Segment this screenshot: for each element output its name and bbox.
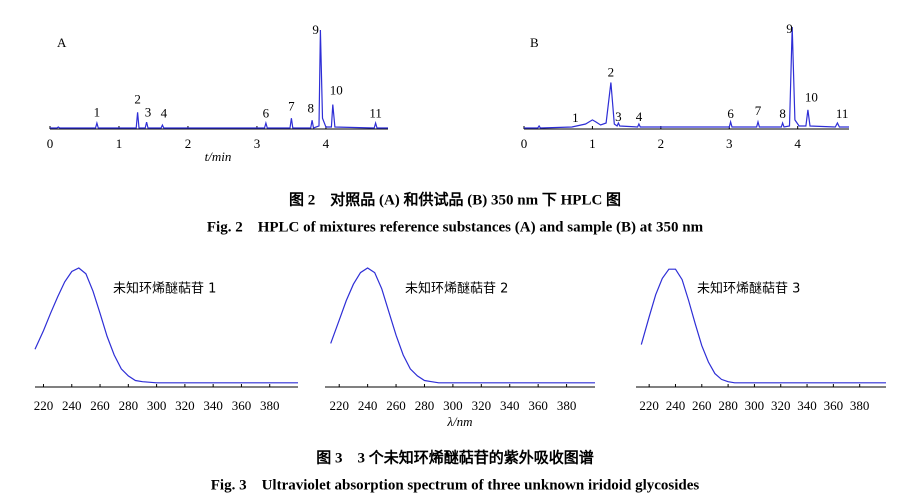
x-tick-label: 2: [658, 136, 665, 151]
x-tick-label: 300: [745, 398, 765, 413]
x-tick-label: 240: [62, 398, 82, 413]
peak-label: 1: [94, 104, 101, 119]
x-tick-label: 240: [666, 398, 686, 413]
x-tick-label: 240: [358, 398, 378, 413]
peak-label: 1: [572, 110, 579, 125]
x-tick-label: 1: [589, 136, 596, 151]
data-line: [330, 267, 595, 384]
x-tick-label: 320: [175, 398, 195, 413]
peak-label: 11: [369, 105, 382, 120]
x-tick-label: 280: [718, 398, 738, 413]
x-tick-label: 280: [415, 398, 435, 413]
peak-label: 10: [805, 90, 818, 105]
x-tick-label: 380: [850, 398, 870, 413]
peak-label: 8: [307, 100, 314, 115]
peak-label: 2: [134, 92, 141, 107]
peak-label: 9: [786, 21, 793, 36]
data-line: [50, 29, 388, 129]
peak-label: 3: [145, 104, 152, 119]
curve-label: 未知环烯醚萜苷 1: [113, 281, 216, 297]
x-tick-label: 0: [47, 136, 54, 151]
x-tick-label: 280: [119, 398, 139, 413]
x-tick-label: 260: [386, 398, 406, 413]
peak-label: 4: [636, 109, 643, 124]
x-tick-label: 1: [116, 136, 123, 151]
x-tick-label: 220: [639, 398, 659, 413]
figure-caption: Fig. 2 HPLC of mixtures reference substa…: [207, 219, 704, 235]
x-axis-label: λ/nm: [446, 414, 472, 429]
x-tick-label: 0: [521, 136, 528, 151]
x-tick-label: 300: [443, 398, 463, 413]
peak-label: 4: [161, 105, 168, 120]
x-tick-label: 380: [557, 398, 577, 413]
curve-label: 未知环烯醚萜苷 2: [405, 281, 508, 297]
x-tick-label: 360: [232, 398, 252, 413]
x-tick-label: 300: [147, 398, 167, 413]
data-line: [640, 268, 886, 384]
x-tick-label: 340: [500, 398, 520, 413]
curve-label: 未知环烯醚萜苷 3: [697, 281, 800, 297]
peak-label: 8: [779, 106, 786, 121]
x-axis-label: t/min: [205, 149, 232, 164]
peak-label: 11: [836, 106, 849, 121]
peak-label: 2: [608, 64, 615, 79]
x-tick-label: 340: [203, 398, 223, 413]
peak-label: 7: [755, 103, 762, 118]
peak-label: 7: [288, 98, 295, 113]
x-tick-label: 320: [771, 398, 791, 413]
peak-label: 9: [312, 22, 319, 37]
x-tick-label: 360: [824, 398, 844, 413]
x-tick-label: 220: [329, 398, 349, 413]
x-tick-label: 220: [34, 398, 54, 413]
peak-label: 6: [263, 105, 270, 120]
figure-caption: 图 2 对照品 (A) 和供试品 (B) 350 nm 下 HPLC 图: [289, 190, 621, 208]
x-tick-label: 3: [254, 136, 261, 151]
data-line: [34, 267, 298, 384]
x-tick-label: 260: [692, 398, 712, 413]
x-tick-label: 4: [794, 136, 801, 151]
peak-label: 10: [330, 83, 343, 98]
figure-caption: 图 3 3 个未知环烯醚萜苷的紫外吸收图谱: [316, 448, 594, 466]
data-line: [524, 26, 849, 129]
peak-label: 3: [615, 109, 622, 124]
x-tick-label: 2: [185, 136, 192, 151]
figure-caption: Fig. 3 Ultraviolet absorption spectrum o…: [211, 477, 700, 493]
x-tick-label: 360: [528, 398, 548, 413]
x-tick-label: 260: [90, 398, 110, 413]
x-tick-label: 340: [797, 398, 817, 413]
x-tick-label: 3: [726, 136, 733, 151]
panel-label: B: [530, 35, 539, 50]
panel-label: A: [57, 35, 67, 50]
peak-label: 6: [727, 106, 734, 121]
x-tick-label: 380: [260, 398, 280, 413]
x-tick-label: 320: [472, 398, 492, 413]
x-tick-label: 4: [323, 136, 330, 151]
